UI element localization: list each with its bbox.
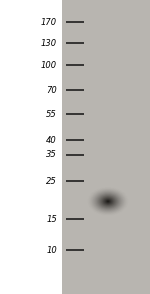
Ellipse shape	[100, 196, 116, 207]
Bar	[62, 0, 150, 294]
Ellipse shape	[87, 187, 129, 216]
Ellipse shape	[102, 197, 114, 206]
Ellipse shape	[91, 190, 125, 213]
Text: 25: 25	[46, 177, 57, 186]
Ellipse shape	[100, 196, 116, 207]
Text: 40: 40	[46, 136, 57, 145]
Ellipse shape	[105, 200, 111, 203]
Ellipse shape	[90, 189, 126, 214]
Ellipse shape	[94, 192, 122, 211]
Ellipse shape	[99, 195, 117, 208]
Ellipse shape	[101, 197, 115, 206]
Ellipse shape	[104, 198, 112, 204]
Ellipse shape	[103, 198, 113, 205]
Ellipse shape	[89, 188, 127, 215]
Ellipse shape	[96, 193, 120, 210]
Text: 10: 10	[46, 246, 57, 255]
Text: 70: 70	[46, 86, 57, 95]
Ellipse shape	[97, 194, 119, 209]
Ellipse shape	[105, 199, 111, 204]
Ellipse shape	[93, 191, 123, 212]
Text: 55: 55	[46, 110, 57, 118]
Ellipse shape	[107, 201, 109, 202]
Text: 130: 130	[41, 39, 57, 48]
Text: 100: 100	[41, 61, 57, 70]
Text: 15: 15	[46, 215, 57, 223]
Text: 35: 35	[46, 151, 57, 159]
Ellipse shape	[95, 193, 121, 210]
Ellipse shape	[92, 190, 124, 213]
Ellipse shape	[90, 188, 126, 214]
Ellipse shape	[88, 187, 128, 216]
Ellipse shape	[106, 200, 110, 203]
Ellipse shape	[98, 194, 118, 208]
Ellipse shape	[94, 191, 122, 211]
Text: 170: 170	[41, 18, 57, 26]
